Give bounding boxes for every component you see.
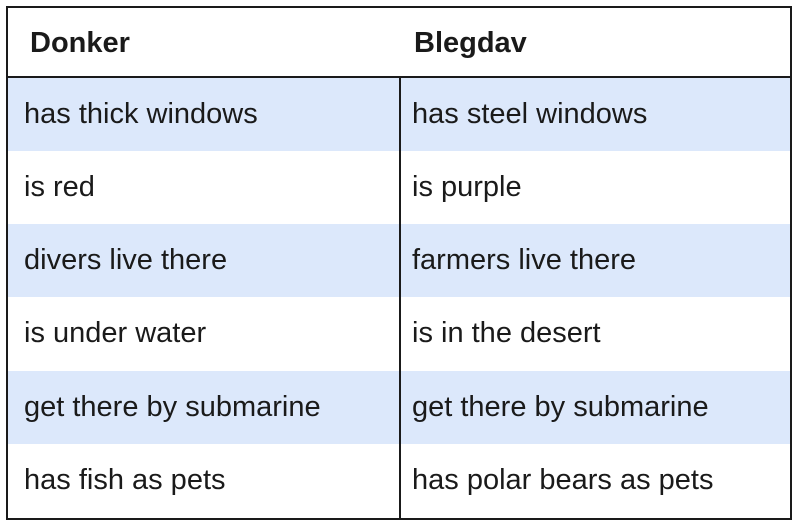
table-cell: farmers live there: [412, 244, 637, 276]
table-cell: get there by submarine: [412, 391, 709, 423]
table-cell: divers live there: [24, 244, 228, 276]
table-cell: is red: [24, 171, 95, 203]
table-cell: has polar bears as pets: [412, 464, 714, 496]
table-cell: is in the desert: [412, 317, 601, 349]
column-divider: [399, 78, 401, 520]
table-row: is under water is in the desert: [8, 297, 790, 370]
header-cell-blegdav: Blegdav: [414, 27, 527, 59]
table-cell: get there by submarine: [24, 391, 321, 423]
table-cell: is under water: [24, 317, 207, 349]
header-cell-donker: Donker: [30, 27, 130, 59]
table-row: is red is purple: [8, 151, 790, 224]
table-cell: has fish as pets: [24, 464, 226, 496]
table-cell: is purple: [412, 171, 522, 203]
table-cell: has thick windows: [24, 98, 258, 130]
table-header: Donker Blegdav: [8, 8, 790, 78]
table-cell: has steel windows: [412, 98, 648, 130]
comparison-table: Donker Blegdav has thick windows has ste…: [6, 6, 792, 520]
table-row: has fish as pets has polar bears as pets: [8, 444, 790, 517]
